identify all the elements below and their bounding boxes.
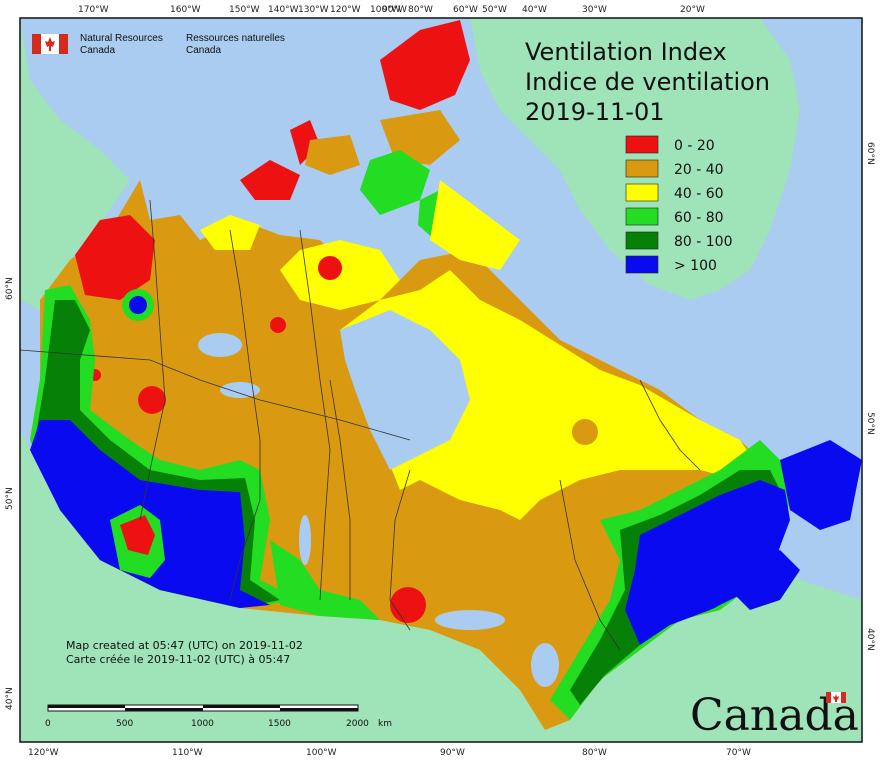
top-ticks: 170°W 160°W 150°W 140°W 130°W 120°W 100°… bbox=[78, 5, 705, 15]
scalebar-unit: km bbox=[378, 719, 392, 729]
bc-interior-red bbox=[120, 515, 155, 555]
left-tick: 60°N bbox=[5, 277, 15, 300]
legend-label-2: 40 - 60 bbox=[674, 186, 724, 202]
legend-swatch-1 bbox=[625, 159, 659, 178]
bottom-tick: 90°W bbox=[440, 748, 465, 758]
provincial-borders bbox=[20, 199, 701, 651]
scalebar-label-0: 0 bbox=[45, 719, 51, 729]
bottom-tick: 120°W bbox=[28, 748, 59, 758]
lake-winnipeg bbox=[299, 515, 311, 565]
arctic-island-red2 bbox=[290, 120, 320, 165]
zone-40-60-nw bbox=[200, 215, 260, 250]
top-tick: 140°W bbox=[268, 5, 299, 15]
red-spot-5 bbox=[390, 587, 426, 623]
legend-label-5: > 100 bbox=[674, 258, 717, 274]
agency-fr-line2: Canada bbox=[186, 45, 221, 56]
top-tick: 130°W bbox=[298, 5, 329, 15]
right-tick: 50°N bbox=[865, 412, 875, 435]
legend: 0 - 20 20 - 40 40 - 60 60 - 80 80 - 100 … bbox=[625, 135, 733, 274]
bottom-ticks: 120°W 110°W 100°W 90°W 80°W 70°W bbox=[28, 748, 751, 758]
zone-0-20-nw bbox=[75, 215, 155, 300]
legend-label-3: 60 - 80 bbox=[674, 210, 724, 226]
title-fr: Indice de ventilation bbox=[525, 68, 770, 96]
left-ticks: 60°N 50°N 40°N bbox=[5, 277, 15, 710]
top-tick: 80°W bbox=[408, 5, 433, 15]
title-date: 2019-11-01 bbox=[525, 98, 664, 126]
legend-label-1: 20 - 40 bbox=[674, 162, 724, 178]
red-spot-3 bbox=[318, 256, 342, 280]
usa-land bbox=[20, 430, 862, 742]
agency-fr-line1: Ressources naturelles bbox=[186, 33, 285, 44]
left-tick: 50°N bbox=[5, 487, 15, 510]
legend-swatch-5 bbox=[625, 255, 659, 274]
legend-label-0: 0 - 20 bbox=[674, 138, 715, 154]
canada-flag-icon bbox=[32, 34, 68, 54]
scale-bar: 0 500 1000 1500 2000 km bbox=[45, 704, 392, 729]
agency-en-line1: Natural Resources bbox=[80, 33, 163, 44]
lake-superior bbox=[435, 610, 505, 630]
top-tick: 100°W bbox=[370, 5, 401, 15]
right-tick: 60°N bbox=[865, 142, 875, 165]
red-spot-6 bbox=[572, 419, 598, 445]
top-tick: 160°W bbox=[170, 5, 201, 15]
bottom-tick: 70°W bbox=[726, 748, 751, 758]
top-tick: 120°W bbox=[330, 5, 361, 15]
top-tick: 30°W bbox=[582, 5, 607, 15]
canada-wordmark: Canada bbox=[690, 690, 859, 741]
top-tick: 20°W bbox=[680, 5, 705, 15]
right-tick: 40°N bbox=[865, 628, 875, 651]
baffin-yellow bbox=[430, 180, 520, 270]
ellesmere-red bbox=[380, 20, 470, 110]
prairie-green-strip bbox=[270, 540, 380, 620]
legend-swatch-2 bbox=[625, 183, 659, 202]
newfoundland-blue bbox=[780, 440, 862, 530]
hudson-bay bbox=[340, 310, 470, 470]
greenland-land bbox=[470, 18, 800, 300]
legend-swatch-4 bbox=[625, 231, 659, 250]
great-slave-lake bbox=[220, 382, 260, 398]
agency-en-line2: Canada bbox=[80, 45, 115, 56]
scalebar-label-1: 500 bbox=[116, 719, 133, 729]
great-bear-lake bbox=[198, 333, 242, 357]
nrcan-header: Natural Resources Canada Ressources natu… bbox=[32, 33, 285, 56]
top-tick: 60°W bbox=[453, 5, 478, 15]
map-frame bbox=[19, 17, 863, 743]
zone-over-100-nw bbox=[129, 296, 147, 314]
bottom-tick: 80°W bbox=[582, 748, 607, 758]
top-tick: 40°W bbox=[522, 5, 547, 15]
title-en: Ventilation Index bbox=[525, 38, 727, 66]
red-spot-2 bbox=[270, 317, 286, 333]
baffin-green bbox=[360, 150, 430, 215]
legend-swatch-0 bbox=[625, 135, 659, 154]
bottom-tick: 110°W bbox=[172, 748, 203, 758]
arctic-island-orange2 bbox=[305, 135, 360, 175]
arctic-island-red1 bbox=[240, 160, 300, 200]
map-title: Ventilation Index Indice de ventilation … bbox=[525, 38, 770, 126]
zone-40-60-arctic bbox=[280, 240, 400, 310]
right-ticks: 60°N 50°N 40°N bbox=[865, 142, 875, 651]
scalebar-label-3: 1500 bbox=[268, 719, 291, 729]
map-created-note-fr: Carte créée le 2019-11-02 (UTC) à 05:47 bbox=[66, 653, 290, 666]
scalebar-label-2: 1000 bbox=[191, 719, 214, 729]
legend-label-4: 80 - 100 bbox=[674, 234, 733, 250]
left-tick: 40°N bbox=[5, 687, 15, 710]
maritimes-blue bbox=[730, 550, 800, 610]
top-tick: 90°W bbox=[382, 5, 407, 15]
top-tick: 150°W bbox=[229, 5, 260, 15]
zone-over-100-east bbox=[625, 480, 790, 645]
map-created-note-en: Map created at 05:47 (UTC) on 2019-11-02 bbox=[66, 639, 303, 652]
bottom-tick: 100°W bbox=[306, 748, 337, 758]
top-tick: 50°W bbox=[482, 5, 507, 15]
top-tick: 170°W bbox=[78, 5, 109, 15]
zone-40-60-east bbox=[340, 270, 760, 520]
wordmark-flag-icon bbox=[826, 692, 846, 703]
legend-swatch-3 bbox=[625, 207, 659, 226]
lake-huron bbox=[531, 643, 559, 687]
red-spot-1 bbox=[138, 386, 166, 414]
scalebar-label-4: 2000 bbox=[346, 719, 369, 729]
alaska-land bbox=[20, 18, 130, 310]
